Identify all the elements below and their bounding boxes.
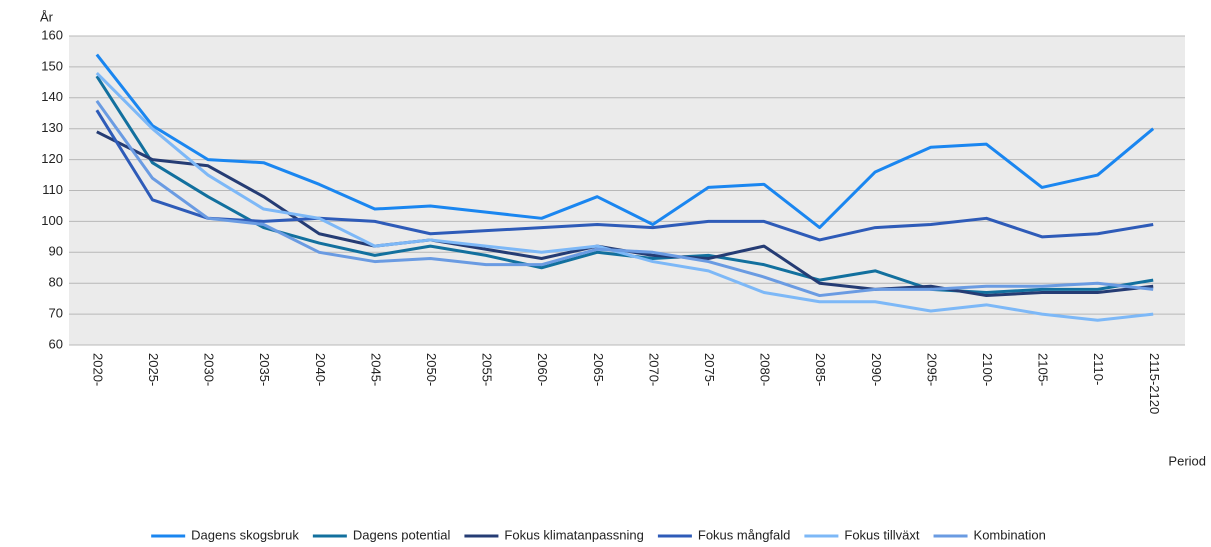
x-tick-label: 2045- bbox=[368, 353, 383, 386]
x-tick-label: 2105- bbox=[1036, 353, 1051, 386]
x-tick-label: 2070- bbox=[646, 353, 661, 386]
x-tick-label: 2060- bbox=[535, 353, 550, 386]
x-tick-label: 2075- bbox=[702, 353, 717, 386]
y-tick-label: 130 bbox=[41, 120, 63, 135]
x-tick-label: 2095- bbox=[924, 353, 939, 386]
y-tick-label: 70 bbox=[49, 306, 63, 321]
series-line bbox=[95, 100, 1154, 298]
x-tick-label: 2065- bbox=[591, 353, 606, 386]
y-tick-label: 110 bbox=[42, 182, 63, 197]
y-tick-label: 120 bbox=[41, 151, 63, 166]
x-tick-label: 2090- bbox=[869, 353, 884, 386]
x-tick-label: 2100- bbox=[980, 353, 995, 386]
y-axis-label: År bbox=[40, 9, 54, 24]
legend-label: Dagens skogsbruk bbox=[191, 527, 299, 542]
x-tick-label: 2030- bbox=[202, 353, 217, 386]
x-tick-label: 2055- bbox=[480, 353, 495, 386]
legend-label: Kombination bbox=[974, 527, 1046, 542]
x-tick-label: 2115-2120 bbox=[1147, 353, 1162, 414]
x-tick-label: 2050- bbox=[424, 353, 439, 386]
x-axis-label: Period bbox=[1168, 453, 1206, 468]
series-line bbox=[95, 72, 1154, 322]
y-tick-label: 60 bbox=[49, 336, 63, 351]
y-tick-label: 150 bbox=[41, 58, 63, 73]
x-tick-label: 2040- bbox=[313, 353, 328, 386]
legend-label: Dagens potential bbox=[353, 527, 451, 542]
legend-label: Fokus mångfald bbox=[698, 527, 791, 542]
y-tick-label: 160 bbox=[41, 27, 63, 42]
x-tick-label: 2080- bbox=[758, 353, 773, 386]
x-tick-label: 2085- bbox=[813, 353, 828, 386]
x-tick-label: 2035- bbox=[257, 353, 272, 386]
x-tick-label: 2110- bbox=[1091, 353, 1106, 385]
series-line bbox=[95, 109, 1154, 242]
x-tick-label: 2025- bbox=[146, 353, 161, 386]
x-tick-label: 2020- bbox=[90, 353, 105, 386]
y-tick-label: 80 bbox=[49, 275, 63, 290]
y-tick-label: 90 bbox=[49, 244, 63, 259]
y-tick-label: 100 bbox=[41, 213, 63, 228]
y-tick-label: 140 bbox=[41, 89, 63, 104]
legend-label: Fokus tillväxt bbox=[844, 527, 920, 542]
series-line bbox=[95, 53, 1155, 230]
legend-label: Fokus klimatanpassning bbox=[504, 527, 643, 542]
